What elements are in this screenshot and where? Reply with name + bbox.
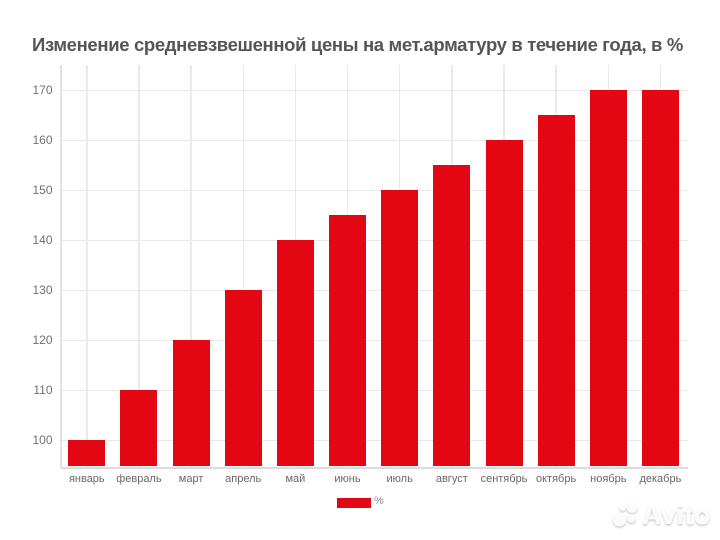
svg-text:Avito: Avito <box>642 500 711 530</box>
